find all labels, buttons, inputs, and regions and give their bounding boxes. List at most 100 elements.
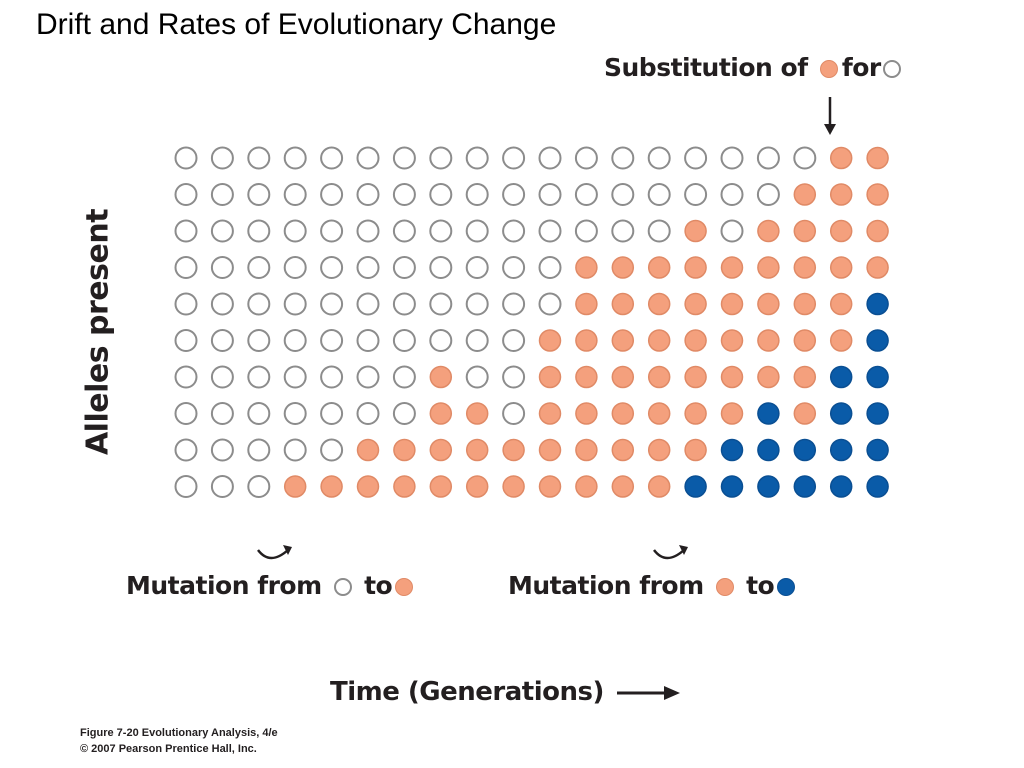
white-allele-dot [247,329,271,352]
orange-allele-dot [611,292,635,316]
white-allele-dot [210,438,234,462]
white-allele-dot [283,438,307,462]
orange-allele-dot [866,256,889,279]
white-allele-icon [333,578,352,596]
white-allele-dot [465,256,489,279]
orange-allele-dot [647,475,671,498]
mutation-label-1-prefix: Mutation from [126,571,322,600]
orange-allele-dot [720,329,744,352]
orange-allele-dot [647,438,671,462]
orange-allele-dot [575,475,598,498]
orange-allele-dot [611,329,635,352]
orange-allele-dot [575,329,598,352]
orange-allele-icon [819,60,838,78]
orange-allele-dot [647,256,671,279]
orange-allele-dot [720,256,744,279]
white-allele-dot [647,146,671,170]
orange-allele-dot [684,256,707,279]
mutation-label-1-middle: to [364,571,393,600]
white-allele-dot [684,183,708,206]
orange-allele-dot [793,329,817,352]
white-allele-dot [283,146,307,170]
white-allele-dot [465,219,489,243]
orange-allele-dot [757,219,780,243]
blue-allele-dot [866,329,889,352]
orange-allele-dot [793,183,817,206]
white-allele-dot [210,475,234,498]
orange-allele-dot [720,292,744,316]
blue-allele-dot [793,438,817,462]
orange-allele-dot [575,292,598,316]
orange-allele-dot [502,475,525,498]
orange-allele-dot [684,438,707,462]
white-allele-dot [210,365,234,389]
substitution-label-middle: for [841,53,881,82]
white-allele-dot [392,183,416,206]
white-allele-dot [392,329,416,352]
white-allele-dot [647,183,671,206]
blue-allele-dot [829,365,853,389]
white-allele-dot [174,402,198,425]
orange-allele-icon [395,578,414,596]
white-allele-dot [283,183,307,206]
white-allele-dot [210,183,234,206]
white-allele-dot [465,146,489,170]
blue-allele-dot [866,438,889,462]
white-allele-dot [320,365,344,389]
white-allele-dot [502,256,526,279]
white-allele-dot [247,292,271,316]
substitution-label: Substitution of for [604,53,905,82]
white-allele-dot [247,219,271,243]
white-allele-dot [174,146,198,170]
white-allele-dot [320,292,344,316]
allele-grid [174,146,889,498]
blue-allele-dot [757,402,780,425]
orange-allele-dot [684,402,707,425]
x-axis-label: Time (Generations) [330,677,604,707]
mutation-label-2-prefix: Mutation from [508,571,704,600]
time-arrowhead-icon [664,686,680,700]
orange-allele-dot [829,329,853,352]
copyright-credit: © 2007 Pearson Prentice Hall, Inc. [80,743,257,755]
orange-allele-dot [793,292,817,316]
orange-allele-dot [829,219,853,243]
mutation-arrowhead-2-icon [679,545,688,555]
white-allele-dot [283,292,307,316]
orange-allele-dot [429,475,453,498]
orange-allele-dot [465,475,489,498]
blue-allele-dot [829,475,853,498]
white-allele-dot [538,146,562,170]
white-allele-dot [356,329,380,352]
white-allele-dot [356,365,380,389]
blue-allele-dot [793,475,817,498]
orange-allele-dot [793,365,817,389]
orange-allele-dot [684,365,707,389]
orange-allele-dot [647,402,671,425]
white-allele-dot [720,183,744,206]
white-allele-dot [356,219,380,243]
white-allele-dot [720,219,744,243]
white-allele-dot [429,292,453,316]
blue-allele-dot [829,402,853,425]
white-allele-dot [356,402,380,425]
white-allele-dot [174,365,198,389]
white-allele-dot [210,292,234,316]
white-allele-dot [429,146,453,170]
orange-allele-dot [283,475,307,498]
orange-allele-dot [611,475,635,498]
orange-allele-dot [684,292,707,316]
orange-allele-dot [829,256,853,279]
orange-allele-dot [502,438,525,462]
orange-allele-dot [465,438,489,462]
blue-allele-dot [720,438,744,462]
orange-allele-dot [429,438,453,462]
white-allele-dot [465,365,489,389]
white-allele-dot [174,329,198,352]
mutation-label-1: Mutation from to [126,571,417,600]
orange-allele-dot [793,219,817,243]
white-allele-dot [356,146,380,170]
white-allele-dot [647,219,671,243]
white-allele-dot [502,183,526,206]
white-allele-dot [429,219,453,243]
orange-allele-dot [575,256,598,279]
